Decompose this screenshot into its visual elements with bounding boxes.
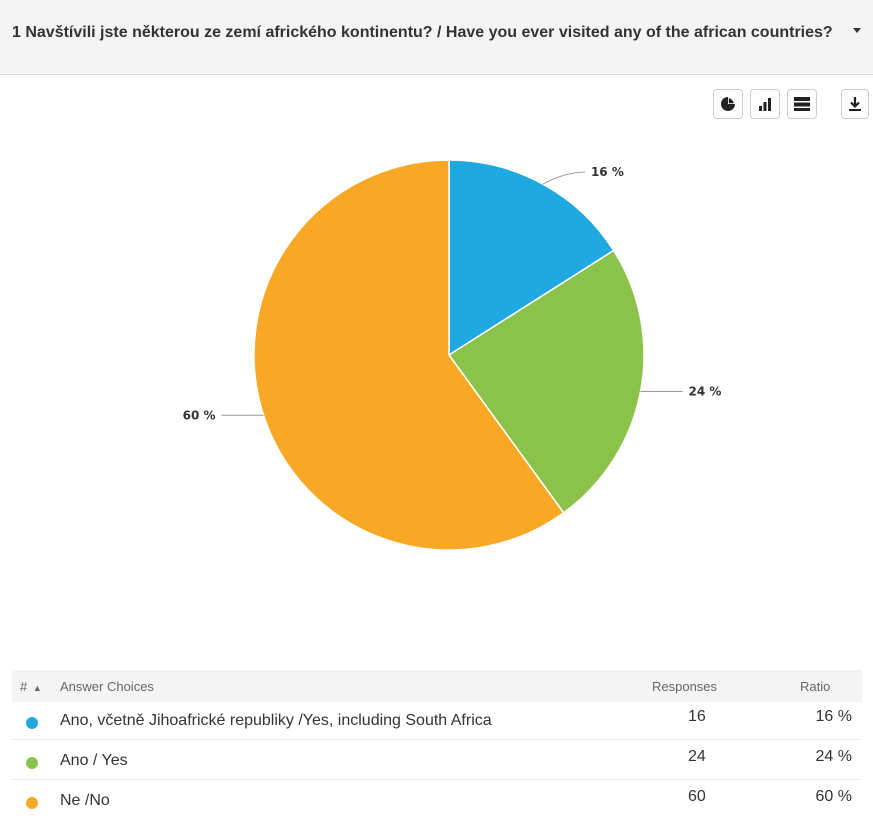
table-view-button[interactable] <box>787 89 817 119</box>
pie-leader-line <box>542 171 585 185</box>
table-row: Ne /No 60 60 % <box>12 782 862 818</box>
bar-chart-icon <box>759 98 771 111</box>
chevron-down-icon[interactable] <box>853 28 861 33</box>
bar-chart-view-button[interactable] <box>750 89 780 119</box>
download-button[interactable] <box>841 89 869 119</box>
pie-chart-view-button[interactable] <box>713 89 743 119</box>
sort-ascending-icon[interactable]: ▲ <box>32 683 42 693</box>
answer-label: Ano / Yes <box>60 752 128 769</box>
column-responses[interactable]: Responses <box>652 679 718 694</box>
table-row: Ano, včetně Jihoafrické republiky /Yes, … <box>12 702 862 740</box>
pie-data-label: 16 % <box>591 165 624 179</box>
legend-dot-icon <box>26 717 38 729</box>
column-answer-choices[interactable]: Answer Choices <box>60 679 154 694</box>
response-ratio: 60 % <box>815 788 852 805</box>
response-count: 60 <box>688 788 706 805</box>
legend-dot-icon <box>26 797 38 809</box>
table-view-icon <box>794 97 810 111</box>
answer-label: Ne /No <box>60 792 110 809</box>
answer-label: Ano, včetně Jihoafrické republiky /Yes, … <box>60 712 492 729</box>
response-ratio: 16 % <box>815 708 852 725</box>
question-title: 1 Navštívili jste některou ze zemí afric… <box>12 24 833 41</box>
column-number[interactable]: # ▲ <box>20 679 42 694</box>
column-ratio[interactable]: Ratio <box>800 679 831 694</box>
table-header: # ▲ Answer Choices Responses Ratio <box>12 670 862 702</box>
pie-chart: 16 % 24 % 60 % <box>183 159 722 551</box>
response-ratio: 24 % <box>815 748 852 765</box>
table-row: Ano / Yes 24 24 % <box>12 742 862 780</box>
legend-dot-icon <box>26 757 38 769</box>
response-count: 16 <box>688 708 706 725</box>
pie-data-label: 24 % <box>689 385 722 399</box>
download-icon <box>849 97 861 111</box>
question-header[interactable]: 1 Navštívili jste některou ze zemí afric… <box>0 0 873 75</box>
pie-slice[interactable] <box>447 249 645 514</box>
pie-chart-icon <box>721 97 735 111</box>
pie-data-label: 60 % <box>183 408 216 422</box>
pie-slice[interactable] <box>448 159 615 357</box>
response-count: 24 <box>688 748 706 765</box>
